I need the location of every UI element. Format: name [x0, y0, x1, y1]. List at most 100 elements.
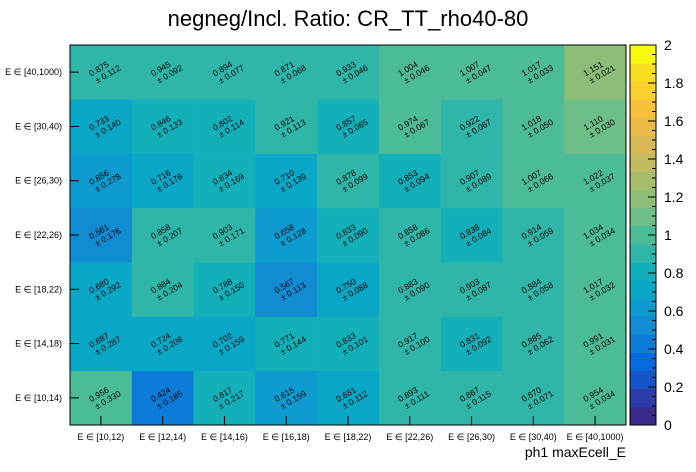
color-palette: [629, 44, 657, 426]
palette-swatch: [630, 153, 656, 172]
y-tick-label: E ∈ [22,26): [15, 230, 62, 240]
heatmap-cell: [317, 99, 380, 154]
palette-swatch: [630, 334, 656, 353]
x-tick-label: E ∈ [10,12): [77, 432, 124, 442]
palette-swatch: [630, 244, 656, 263]
x-axis-ticks: E ∈ [10,12) E ∈ [12,14) E ∈ [14,16) E ∈ [16…: [77, 416, 624, 442]
heatmap-cell: [502, 45, 565, 100]
heatmap-cell: [70, 316, 133, 372]
y-axis-ticks: E ∈ [10,14) E ∈ [14,18) E ∈ [18,22) E ∈ [22…: [5, 67, 79, 403]
palette-swatch: [630, 207, 656, 227]
heatmap-cell: [255, 262, 318, 317]
palette-tick-label: 1.2: [664, 189, 684, 205]
y-tick-label: E ∈ [40,1000): [5, 67, 62, 77]
x-tick-label: E ∈ [22,26): [386, 432, 433, 442]
palette-tick-label: 1.8: [664, 75, 684, 91]
heatmap-cell: [317, 45, 380, 100]
palette-swatch: [630, 63, 656, 82]
heatmap-cell: [440, 262, 503, 317]
y-tick-label: E ∈ [14,18): [15, 339, 62, 349]
heatmap-cell: [70, 45, 133, 100]
x-tick-label: E ∈ [12,14): [139, 432, 186, 442]
palette-tick-label: 1.6: [664, 113, 684, 129]
heatmap-cell: [317, 316, 380, 372]
heatmap-cell: [193, 45, 256, 100]
heatmap-cell: [378, 262, 441, 317]
heatmap-cell: [440, 207, 503, 263]
palette-tick-label: 2: [664, 37, 672, 53]
heatmap-cell: [255, 99, 318, 154]
palette-swatch: [630, 406, 656, 426]
palette-swatch: [630, 171, 656, 191]
palette-swatch: [630, 352, 656, 372]
y-tick-label: E ∈ [26,30): [15, 176, 62, 186]
heatmap-cell: [131, 207, 194, 263]
heatmap-cell: [317, 262, 380, 317]
palette-swatch: [630, 280, 656, 299]
heatmap-cell: [193, 262, 256, 317]
heatmap-cell: [440, 45, 503, 100]
palette-swatch: [630, 81, 656, 100]
heatmap-cell: [255, 207, 318, 263]
heatmap-cell: [440, 316, 503, 372]
heatmap-cell: [440, 99, 503, 154]
palette-tick-label: 0.6: [664, 303, 684, 319]
heatmap-cell: [131, 316, 194, 372]
x-tick-label: E ∈ [14,16): [201, 432, 248, 442]
heatmap-cell: [502, 316, 565, 372]
heatmap-cell: [131, 262, 194, 317]
palette-tick-label: 0: [664, 417, 672, 433]
palette-tick-label: 0.8: [664, 265, 684, 281]
y-tick-label: E ∈ [10,14): [15, 393, 62, 403]
heatmap-cell: [502, 262, 565, 317]
palette-tick-label: 0.2: [664, 379, 684, 395]
heatmap-cell: [193, 316, 256, 372]
heatmap-cell: [564, 45, 627, 100]
heatmap-cell: [502, 207, 565, 263]
heatmap-cell: [70, 153, 133, 209]
heatmap-cell: [378, 153, 441, 209]
heatmap-cell: [193, 207, 256, 263]
y-tick-label: E ∈ [18,22): [15, 284, 62, 294]
x-tick-label: E ∈ [26,30): [448, 432, 495, 442]
y-tick-label: E ∈ [30,40): [15, 121, 62, 131]
heatmap-cell: [193, 153, 256, 209]
heatmap-cell: [378, 207, 441, 263]
heatmap-cell: [70, 262, 133, 317]
heatmap-cell: [564, 262, 627, 317]
heatmap-cell: [502, 153, 565, 209]
heatmap-cell: [131, 45, 194, 100]
palette-swatch: [630, 388, 656, 408]
heatmap-cell: [131, 153, 194, 209]
palette-swatch: [630, 45, 656, 64]
chart-title: negneg/Incl. Ratio: CR_TT_rho40-80: [168, 6, 529, 31]
palette-swatch: [630, 298, 656, 317]
heatmap-cell: [378, 99, 441, 154]
x-tick-label: E ∈ [18,22): [325, 432, 372, 442]
heatmap-cell: [378, 316, 441, 372]
palette-swatch: [630, 99, 656, 118]
palette-swatch: [630, 225, 656, 245]
heatmap-cells: 0.956± 0.330 0.424± 0.185 0.817± 0.217 0.61…: [70, 45, 627, 426]
palette-tick-label: 1: [664, 227, 672, 243]
heatmap-cell: [564, 207, 627, 263]
palette-swatch: [630, 117, 656, 136]
heatmap-cell: [502, 99, 565, 154]
heatmap-cell: [378, 45, 441, 100]
x-tick-label: E ∈ [16,18): [263, 432, 310, 442]
palette-swatch: [630, 189, 656, 209]
palette-tick-label: 0.4: [664, 341, 684, 357]
palette-swatch: [630, 370, 656, 390]
heatmap-cell: [440, 153, 503, 209]
heatmap-cell: [70, 207, 133, 263]
heatmap-cell: [317, 153, 380, 209]
palette-swatch: [630, 135, 656, 154]
palette-swatch: [630, 262, 656, 281]
heatmap-cell: [255, 45, 318, 100]
x-tick-label: E ∈ [40,1000): [567, 432, 624, 442]
palette-tick-label: 1.4: [664, 151, 684, 167]
palette-swatch: [630, 316, 656, 335]
heatmap-cell: [564, 99, 627, 154]
heatmap-cell: [317, 207, 380, 263]
